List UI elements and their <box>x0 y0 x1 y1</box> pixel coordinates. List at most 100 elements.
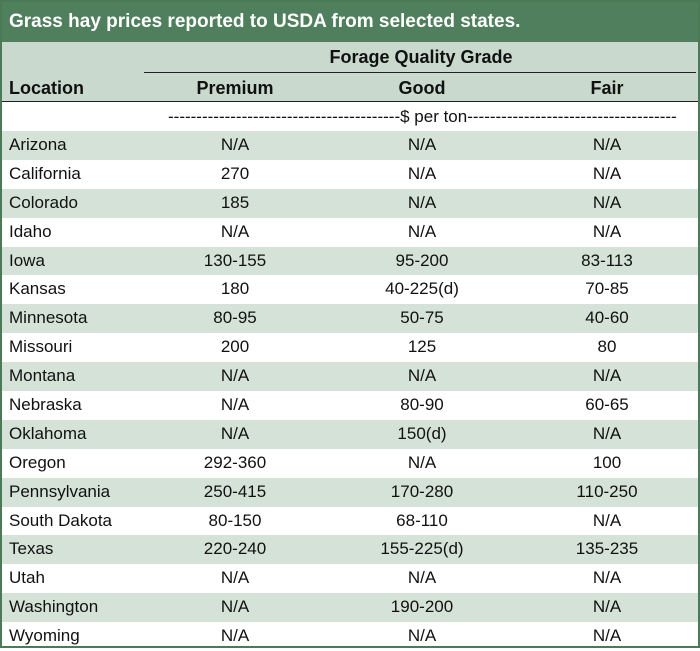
good-cell: 190-200 <box>390 597 454 617</box>
fair-cell: 60-65 <box>585 395 629 415</box>
good-cell: 95-200 <box>395 250 449 270</box>
units-label: ----------------------------------------… <box>168 107 676 126</box>
good-cell: 150(d) <box>397 423 447 443</box>
table-row: Wyoming N/A N/A N/A <box>2 622 698 651</box>
table-row: Washington N/A 190-200 N/A <box>2 593 698 623</box>
premium-header: Premium <box>196 78 274 98</box>
premium-cell: 185 <box>220 192 250 212</box>
good-cell: 68-110 <box>396 510 448 530</box>
table-row: California 270 N/A N/A <box>2 160 698 189</box>
premium-cell: N/A <box>220 221 250 241</box>
fair-cell: 80 <box>597 337 617 357</box>
location-cell: Montana <box>9 366 76 386</box>
location-cell: South Dakota <box>9 510 113 530</box>
location-cell: Nebraska <box>9 395 82 415</box>
table-row: Texas 220-240 155-225(d) 135-235 <box>2 535 698 565</box>
table-body: Arizona N/A N/A N/A California 270 N/A N… <box>2 131 698 651</box>
fair-cell: N/A <box>592 135 622 154</box>
forage-quality-grade-label: Forage Quality Grade <box>329 47 513 67</box>
premium-cell: 270 <box>220 163 250 183</box>
fair-cell: N/A <box>592 423 622 443</box>
premium-cell: N/A <box>220 597 250 617</box>
fair-cell: N/A <box>592 221 622 241</box>
location-cell: Arizona <box>9 135 67 154</box>
location-cell: Oregon <box>9 452 66 472</box>
location-cell: Idaho <box>9 221 52 241</box>
table-row: Utah N/A N/A N/A <box>2 564 698 593</box>
good-cell: 50-75 <box>400 308 444 328</box>
premium-cell: N/A <box>220 626 250 646</box>
fair-cell: 83-113 <box>581 250 633 270</box>
premium-cell: N/A <box>220 395 250 415</box>
table-row: Oklahoma N/A 150(d) N/A <box>2 419 698 449</box>
table-title: Grass hay prices reported to USDA from s… <box>2 2 698 42</box>
fair-cell: 135-235 <box>575 539 639 559</box>
premium-cell: 250-415 <box>203 481 267 501</box>
good-cell: 170-280 <box>390 481 454 501</box>
table-row: Kansas 180 40-225(d) 70-85 <box>2 275 698 304</box>
premium-cell: N/A <box>220 423 250 443</box>
location-header: Location <box>9 78 84 98</box>
good-cell: N/A <box>407 163 437 183</box>
fair-cell: N/A <box>592 597 622 617</box>
premium-cell: 180 <box>220 279 250 299</box>
fair-cell: N/A <box>592 163 622 183</box>
premium-cell: 292-360 <box>203 452 267 472</box>
good-cell: N/A <box>407 568 437 588</box>
location-cell: Oklahoma <box>9 423 87 443</box>
table-row: Oregon 292-360 N/A 100 <box>2 449 698 478</box>
fair-cell: N/A <box>592 510 622 530</box>
fair-cell: 40-60 <box>585 308 629 328</box>
table-row: Pennsylvania 250-415 170-280 110-250 <box>2 477 698 507</box>
good-cell: 125 <box>407 337 437 357</box>
fair-header: Fair <box>590 78 624 98</box>
units-row: ----------------------------------------… <box>2 102 698 131</box>
location-cell: Washington <box>9 597 99 617</box>
table-row: Nebraska N/A 80-90 60-65 <box>2 391 698 420</box>
table-row: Missouri 200 125 80 <box>2 333 698 362</box>
good-cell: N/A <box>407 135 437 154</box>
premium-cell: 220-240 <box>203 539 267 559</box>
location-cell: California <box>9 163 81 183</box>
location-cell: Kansas <box>9 279 66 299</box>
location-cell: Iowa <box>9 250 45 270</box>
good-header: Good <box>398 78 446 98</box>
fair-cell: N/A <box>592 192 622 212</box>
fair-cell: N/A <box>592 568 622 588</box>
premium-cell: 130-155 <box>203 250 267 270</box>
fair-cell: 70-85 <box>585 279 629 299</box>
good-cell: N/A <box>407 221 437 241</box>
good-cell: 40-225(d) <box>385 279 459 299</box>
location-cell: Texas <box>9 539 54 559</box>
location-cell: Colorado <box>9 192 78 212</box>
good-cell: N/A <box>407 366 437 386</box>
location-cell: Pennsylvania <box>9 481 111 501</box>
good-cell: N/A <box>407 452 437 472</box>
fair-cell: 110-250 <box>576 481 638 501</box>
group-underline <box>144 72 696 73</box>
premium-cell: N/A <box>220 568 250 588</box>
good-cell: N/A <box>407 192 437 212</box>
location-cell: Minnesota <box>9 308 88 328</box>
location-cell: Missouri <box>9 337 73 357</box>
good-cell: 80-90 <box>400 395 444 415</box>
good-cell: N/A <box>407 626 437 646</box>
premium-cell: 80-150 <box>208 510 262 530</box>
good-cell: 155-225(d) <box>380 539 464 559</box>
location-cell: Utah <box>9 568 45 588</box>
location-cell: Wyoming <box>9 626 80 646</box>
table-row: Minnesota 80-95 50-75 40-60 <box>2 304 698 334</box>
table-row: Colorado 185 N/A N/A <box>2 188 698 218</box>
table-row: Arizona N/A N/A N/A <box>2 131 698 160</box>
table-row: Montana N/A N/A N/A <box>2 362 698 392</box>
premium-cell: N/A <box>220 135 250 154</box>
premium-cell: N/A <box>220 366 250 386</box>
fair-cell: 100 <box>592 452 622 472</box>
table-row: Iowa 130-155 95-200 83-113 <box>2 246 698 276</box>
fair-cell: N/A <box>592 366 622 386</box>
table-row: Idaho N/A N/A N/A <box>2 218 698 247</box>
table-row: South Dakota 80-150 68-110 N/A <box>2 507 698 536</box>
header-divider <box>2 101 698 102</box>
table-header: Forage Quality Grade Location Premium Go… <box>2 42 698 102</box>
